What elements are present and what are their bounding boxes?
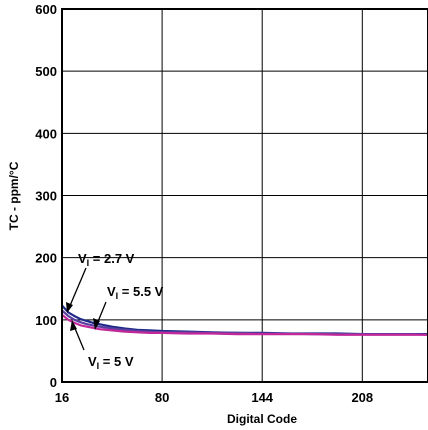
annotation-label-5-5v: VI = 5.5 V <box>107 284 164 301</box>
y-tick-label: 100 <box>35 313 57 328</box>
x-tick-label: 208 <box>351 390 373 405</box>
annotation-arrow-5v <box>73 325 85 351</box>
x-tick-label: 144 <box>251 390 273 405</box>
data-series <box>61 304 428 336</box>
y-tick-label: 400 <box>35 126 57 141</box>
annotation-label-5v: VI = 5 V <box>88 354 134 371</box>
annotation-arrowhead-5-5v <box>93 318 100 330</box>
series-line-2 <box>61 314 428 336</box>
annotation-arrowhead-2-7v <box>66 302 73 313</box>
y-tick-label: 200 <box>35 251 57 266</box>
y-tick-label: 0 <box>50 375 57 390</box>
x-tick-label: 16 <box>55 390 69 405</box>
y-tick-label: 500 <box>35 64 57 79</box>
x-axis-title: Digital Code <box>227 412 297 426</box>
annotation-arrow-5-5v <box>96 301 107 325</box>
annotation-label-2-7v: VI = 2.7 V <box>78 251 135 268</box>
y-tick-label: 300 <box>35 189 57 204</box>
y-tick-label: 600 <box>35 2 57 17</box>
y-axis-title: TC - ppm/°C <box>7 161 21 230</box>
plot-frame <box>61 8 428 383</box>
series-annotations: VI = 2.7 V VI = 5.5 V VI = 5 V <box>66 251 164 371</box>
grid-lines <box>62 9 428 382</box>
annotation-arrowhead-5v <box>70 320 77 331</box>
tick-labels: 0 100 200 300 400 500 600 16 80 144 208 <box>35 2 373 405</box>
annotation-arrow-2-7v <box>68 267 87 309</box>
x-tick-label: 80 <box>155 390 169 405</box>
